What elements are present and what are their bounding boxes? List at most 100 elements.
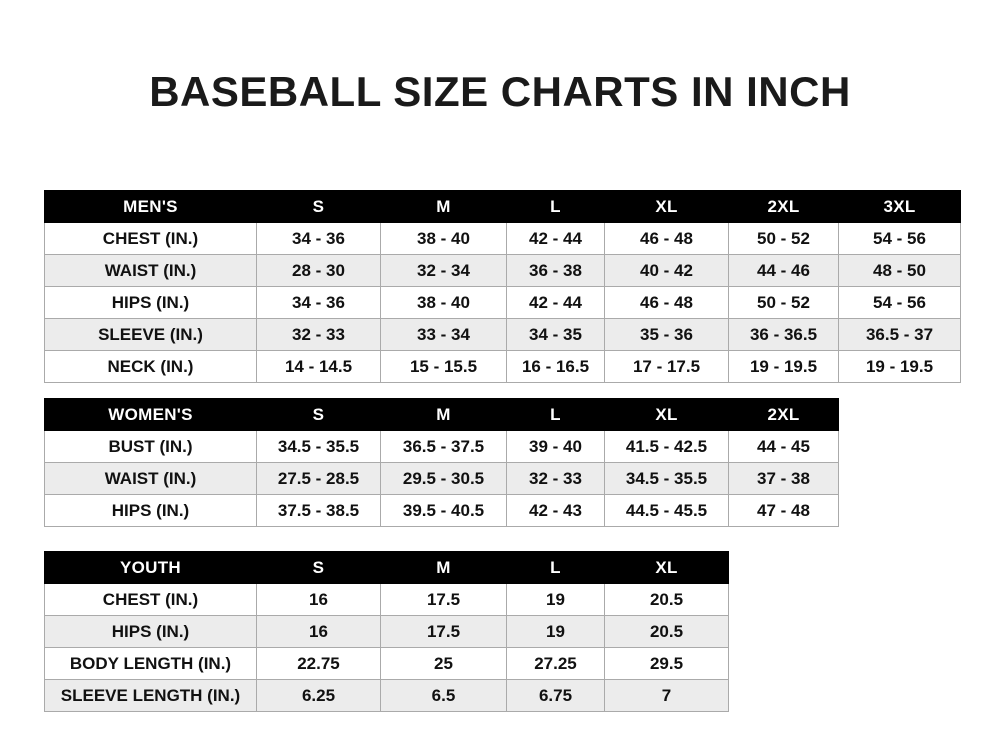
- mens-measurement-value: 28 - 30: [256, 254, 381, 287]
- womens-size-header-xl: XL: [604, 398, 729, 431]
- youth-measurement-value: 20.5: [604, 615, 729, 648]
- mens-size-table: MEN'S S M L XL 2XL 3XL CHEST (IN.) 34 - 36 38 - …: [44, 190, 961, 383]
- mens-size-header-2xl: 2XL: [728, 190, 839, 223]
- womens-measurement-value: 36.5 - 37.5: [380, 430, 507, 463]
- mens-measurement-value: 36.5 - 37: [838, 318, 961, 351]
- mens-measurement-value: 14 - 14.5: [256, 350, 381, 383]
- youth-measurement-value: 17.5: [380, 615, 507, 648]
- womens-measurement-value: 37 - 38: [728, 462, 839, 495]
- mens-size-header-m: M: [380, 190, 507, 223]
- mens-measurement-value: 42 - 44: [506, 222, 605, 255]
- womens-measurement-value: 42 - 43: [506, 494, 605, 527]
- mens-measurement-label: SLEEVE (IN.): [44, 318, 257, 351]
- womens-measurement-value: 41.5 - 42.5: [604, 430, 729, 463]
- mens-measurement-value: 38 - 40: [380, 222, 507, 255]
- mens-measurement-value: 40 - 42: [604, 254, 729, 287]
- mens-measurement-value: 19 - 19.5: [838, 350, 961, 383]
- womens-measurement-value: 44.5 - 45.5: [604, 494, 729, 527]
- youth-measurement-value: 7: [604, 679, 729, 712]
- mens-measurement-label: WAIST (IN.): [44, 254, 257, 287]
- mens-measurement-value: 50 - 52: [728, 222, 839, 255]
- womens-size-header-l: L: [506, 398, 605, 431]
- table-row: SLEEVE LENGTH (IN.) 6.25 6.5 6.75 7: [44, 679, 729, 712]
- youth-measurement-value: 6.5: [380, 679, 507, 712]
- mens-measurement-value: 34 - 36: [256, 286, 381, 319]
- youth-measurement-value: 16: [256, 615, 381, 648]
- youth-table-header: YOUTH S M L XL: [44, 551, 729, 584]
- table-row: CHEST (IN.) 34 - 36 38 - 40 42 - 44 46 - 48 5…: [44, 222, 961, 255]
- mens-size-header-l: L: [506, 190, 605, 223]
- womens-measurement-value: 39.5 - 40.5: [380, 494, 507, 527]
- table-row: HIPS (IN.) 37.5 - 38.5 39.5 - 40.5 42 - 43 4…: [44, 494, 839, 527]
- youth-measurement-value: 6.75: [506, 679, 605, 712]
- mens-measurement-value: 46 - 48: [604, 222, 729, 255]
- youth-size-header-xl: XL: [604, 551, 729, 584]
- mens-measurement-value: 19 - 19.5: [728, 350, 839, 383]
- mens-size-header-xl: XL: [604, 190, 729, 223]
- youth-measurement-value: 17.5: [380, 583, 507, 616]
- table-row: HIPS (IN.) 16 17.5 19 20.5: [44, 615, 729, 648]
- table-row: NECK (IN.) 14 - 14.5 15 - 15.5 16 - 16.5 17 …: [44, 350, 961, 383]
- header-row: MEN'S S M L XL 2XL 3XL: [44, 190, 961, 223]
- mens-measurement-value: 35 - 36: [604, 318, 729, 351]
- mens-measurement-value: 34 - 36: [256, 222, 381, 255]
- mens-category-header: MEN'S: [44, 190, 257, 223]
- mens-measurement-value: 44 - 46: [728, 254, 839, 287]
- mens-table-body: CHEST (IN.) 34 - 36 38 - 40 42 - 44 46 - 48 5…: [44, 222, 961, 383]
- mens-measurement-value: 34 - 35: [506, 318, 605, 351]
- womens-size-header-2xl: 2XL: [728, 398, 839, 431]
- mens-measurement-value: 15 - 15.5: [380, 350, 507, 383]
- header-row: YOUTH S M L XL: [44, 551, 729, 584]
- table-row: WAIST (IN.) 28 - 30 32 - 34 36 - 38 40 - 42 4…: [44, 254, 961, 287]
- womens-size-header-s: S: [256, 398, 381, 431]
- mens-measurement-label: NECK (IN.): [44, 350, 257, 383]
- youth-measurement-value: 19: [506, 615, 605, 648]
- mens-size-header-3xl: 3XL: [838, 190, 961, 223]
- youth-measurement-value: 29.5: [604, 647, 729, 680]
- header-row: WOMEN'S S M L XL 2XL: [44, 398, 839, 431]
- mens-measurement-value: 16 - 16.5: [506, 350, 605, 383]
- youth-size-header-s: S: [256, 551, 381, 584]
- table-row: SLEEVE (IN.) 32 - 33 33 - 34 34 - 35 35 - 36…: [44, 318, 961, 351]
- womens-measurement-label: HIPS (IN.): [44, 494, 257, 527]
- youth-measurement-value: 22.75: [256, 647, 381, 680]
- womens-measurement-value: 34.5 - 35.5: [256, 430, 381, 463]
- youth-measurement-label: SLEEVE LENGTH (IN.): [44, 679, 257, 712]
- mens-measurement-value: 32 - 33: [256, 318, 381, 351]
- womens-table-header: WOMEN'S S M L XL 2XL: [44, 398, 839, 431]
- mens-measurement-value: 48 - 50: [838, 254, 961, 287]
- youth-category-header: YOUTH: [44, 551, 257, 584]
- womens-size-table: WOMEN'S S M L XL 2XL BUST (IN.) 34.5 - 35.5 36.…: [44, 398, 839, 527]
- youth-measurement-value: 16: [256, 583, 381, 616]
- womens-category-header: WOMEN'S: [44, 398, 257, 431]
- womens-measurement-value: 44 - 45: [728, 430, 839, 463]
- youth-measurement-value: 20.5: [604, 583, 729, 616]
- youth-measurement-label: BODY LENGTH (IN.): [44, 647, 257, 680]
- womens-measurement-value: 34.5 - 35.5: [604, 462, 729, 495]
- table-row: BUST (IN.) 34.5 - 35.5 36.5 - 37.5 39 - 40 4…: [44, 430, 839, 463]
- youth-measurement-value: 6.25: [256, 679, 381, 712]
- mens-measurement-value: 36 - 36.5: [728, 318, 839, 351]
- womens-measurement-value: 37.5 - 38.5: [256, 494, 381, 527]
- mens-measurement-value: 36 - 38: [506, 254, 605, 287]
- page-title: BASEBALL SIZE CHARTS IN INCH: [149, 68, 851, 115]
- mens-measurement-value: 54 - 56: [838, 222, 961, 255]
- mens-size-header-s: S: [256, 190, 381, 223]
- mens-measurement-value: 46 - 48: [604, 286, 729, 319]
- youth-measurement-value: 25: [380, 647, 507, 680]
- youth-size-header-m: M: [380, 551, 507, 584]
- mens-measurement-label: HIPS (IN.): [44, 286, 257, 319]
- mens-measurement-value: 32 - 34: [380, 254, 507, 287]
- mens-measurement-value: 33 - 34: [380, 318, 507, 351]
- womens-size-header-m: M: [380, 398, 507, 431]
- table-row: CHEST (IN.) 16 17.5 19 20.5: [44, 583, 729, 616]
- womens-measurement-label: BUST (IN.): [44, 430, 257, 463]
- womens-measurement-value: 39 - 40: [506, 430, 605, 463]
- youth-measurement-label: HIPS (IN.): [44, 615, 257, 648]
- youth-measurement-label: CHEST (IN.): [44, 583, 257, 616]
- mens-measurement-value: 50 - 52: [728, 286, 839, 319]
- mens-measurement-value: 54 - 56: [838, 286, 961, 319]
- mens-measurement-value: 17 - 17.5: [604, 350, 729, 383]
- table-row: BODY LENGTH (IN.) 22.75 25 27.25 29.5: [44, 647, 729, 680]
